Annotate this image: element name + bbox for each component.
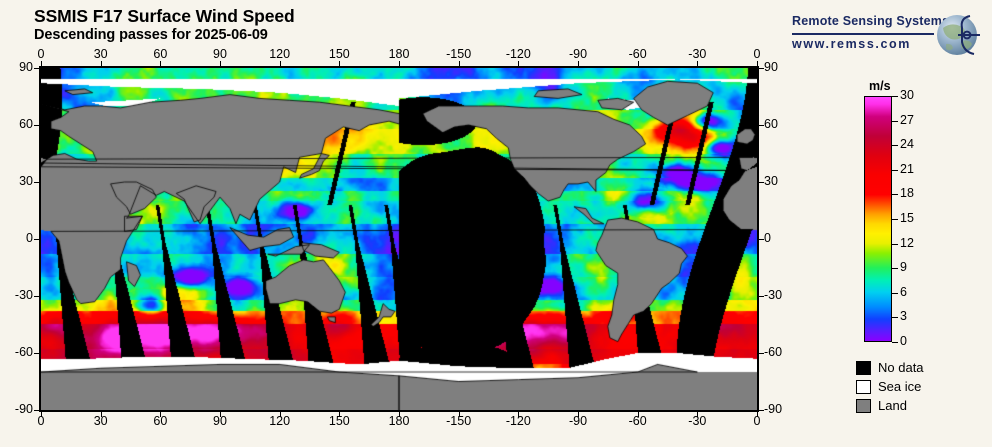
colorbar-gradient — [864, 96, 892, 342]
x-tick-label: 30 — [93, 414, 108, 428]
colorbar-tick — [892, 219, 898, 220]
y-tick-label: -90 — [14, 402, 33, 416]
page-title: SSMIS F17 Surface Wind Speed — [34, 6, 295, 26]
colorbar-tick-label: 24 — [900, 137, 914, 152]
legend-swatch-sea-ice — [856, 379, 871, 394]
map-legend: No data Sea ice Land — [856, 358, 924, 415]
y-tick-label: 0 — [764, 231, 771, 245]
y-tick-label: 0 — [26, 231, 33, 245]
y-tick-label: 90 — [19, 60, 33, 74]
y-tick-label: -60 — [764, 345, 783, 359]
colorbar-tick — [892, 194, 898, 196]
colorbar-tick-label: 27 — [900, 112, 914, 127]
x-tick-label: -120 — [505, 414, 531, 428]
y-tick-label: 60 — [19, 117, 33, 131]
colorbar-tick-label: 6 — [900, 284, 907, 299]
x-tick-label: 90 — [213, 414, 227, 428]
colorbar-tick-label: 21 — [900, 161, 914, 176]
legend-item-no-data: No data — [856, 358, 924, 377]
colorbar-tick — [892, 169, 898, 171]
rss-divider — [792, 33, 934, 35]
rss-company-name: Remote Sensing Systems — [792, 14, 950, 28]
x-tick-label: 120 — [269, 414, 291, 428]
y-tick-label: -90 — [764, 402, 783, 416]
y-tick-label: -30 — [764, 288, 783, 302]
x-tick-label: 0 — [37, 414, 45, 428]
page-subtitle: Descending passes for 2025-06-09 — [34, 27, 268, 43]
wind-speed-map[interactable] — [39, 66, 759, 412]
legend-swatch-land — [856, 398, 871, 413]
x-tick-label: 0 — [753, 414, 761, 428]
x-tick-label: 0 — [753, 47, 761, 61]
y-tick-label: 90 — [764, 60, 778, 74]
x-tick-label: -60 — [628, 47, 647, 61]
title-block: SSMIS F17 Surface Wind Speed Descending … — [34, 6, 554, 44]
globe-icon — [937, 15, 980, 55]
x-tick-label: 180 — [388, 47, 410, 61]
x-tick-label: -30 — [688, 414, 707, 428]
x-tick-label: 90 — [213, 47, 227, 61]
rss-website-url: www.remss.com — [792, 37, 911, 51]
legend-item-land: Land — [856, 396, 924, 415]
colorbar-tick-label: 12 — [900, 235, 914, 250]
colorbar-tick — [892, 317, 898, 319]
y-tick-label: 30 — [764, 174, 778, 188]
x-tick-label: -60 — [628, 414, 647, 428]
colorbar-tick — [892, 268, 898, 270]
x-tick-label: 0 — [37, 47, 45, 61]
y-tick-label: 60 — [764, 117, 778, 131]
legend-label-sea-ice: Sea ice — [878, 379, 922, 394]
x-tick-label: 150 — [328, 414, 350, 428]
x-tick-label: -120 — [505, 47, 531, 61]
legend-label-no-data: No data — [878, 360, 924, 375]
x-tick-label: -150 — [446, 47, 472, 61]
x-tick-label: -30 — [688, 47, 707, 61]
colorbar-tick-label: 15 — [900, 211, 914, 225]
colorbar-units-label: m/s — [869, 79, 891, 93]
colorbar-tick — [892, 292, 898, 294]
colorbar-tick-label: 3 — [900, 309, 907, 324]
x-tick-label: 180 — [388, 414, 410, 428]
colorbar-tick-label: 30 — [900, 88, 914, 102]
x-tick-label: 60 — [153, 47, 168, 61]
x-tick-label: 60 — [153, 414, 168, 428]
y-tick-label: -60 — [14, 345, 33, 359]
rss-logo: Remote Sensing Systems www.remss.com — [792, 12, 988, 60]
y-tick-label: -30 — [14, 288, 33, 302]
colorbar-tick — [892, 145, 898, 147]
x-tick-label: 150 — [328, 47, 350, 61]
colorbar-tick — [892, 243, 898, 245]
x-tick-label: 120 — [269, 47, 291, 61]
x-tick-label: -150 — [446, 414, 472, 428]
colorbar-tick-label: 9 — [900, 260, 907, 275]
x-tick-label: -90 — [568, 47, 588, 61]
map-raster — [41, 68, 757, 410]
legend-item-sea-ice: Sea ice — [856, 377, 924, 396]
legend-label-land: Land — [878, 398, 907, 413]
colorbar-tick — [892, 120, 898, 122]
colorbar-tick — [892, 96, 898, 97]
x-tick-label: 30 — [93, 47, 108, 61]
legend-swatch-no-data — [856, 360, 871, 375]
colorbar-tick-label: 0 — [900, 334, 907, 348]
colorbar-tick — [892, 342, 898, 343]
x-tick-label: -90 — [568, 414, 588, 428]
y-tick-label: 30 — [19, 174, 33, 188]
colorbar-tick-label: 18 — [900, 186, 914, 201]
